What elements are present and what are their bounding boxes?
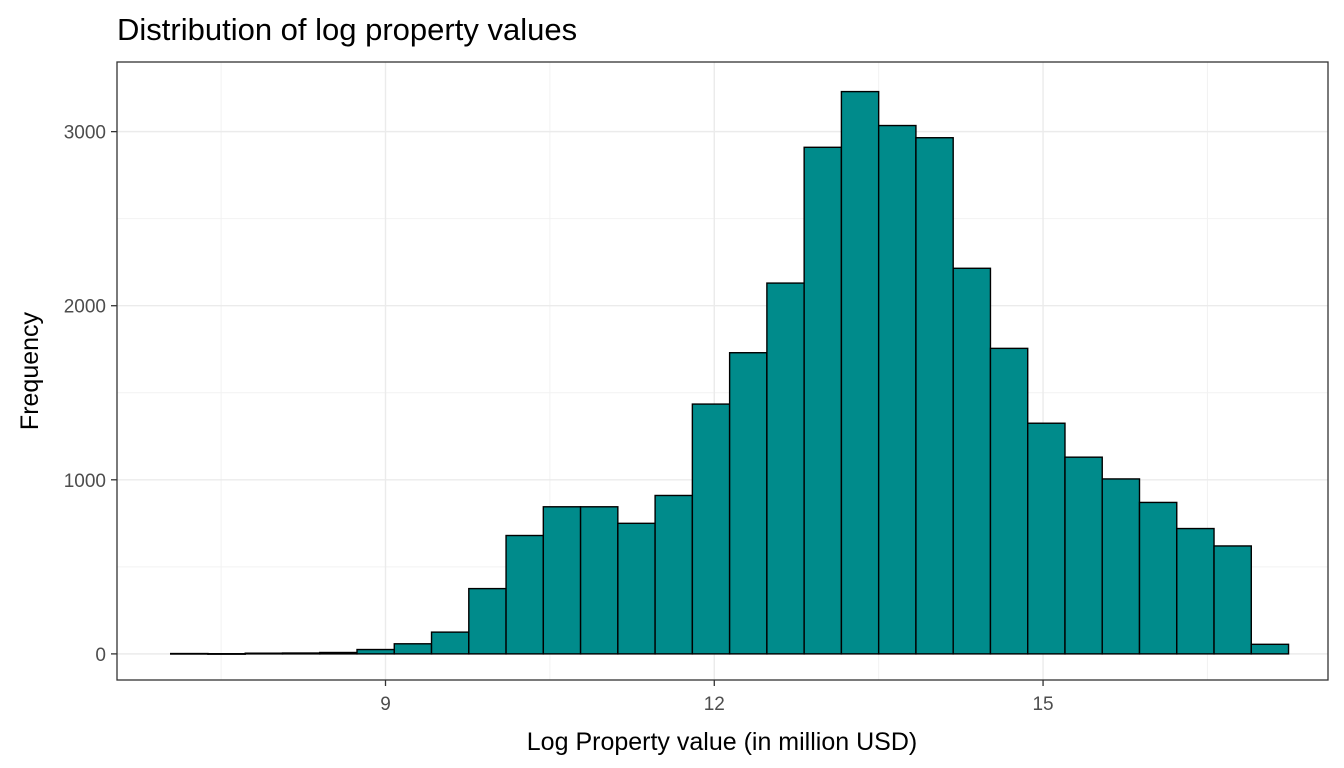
histogram-bar (1101, 478, 1141, 655)
histogram-bar (691, 403, 731, 655)
histogram-bar (170, 652, 209, 655)
x-tick-label: 9 (380, 694, 391, 715)
histogram-bar (877, 124, 917, 655)
x-axis-title: Log Property value (in million USD) (527, 728, 917, 756)
x-tick-label: 15 (1032, 694, 1053, 715)
histogram-bar (1138, 501, 1178, 655)
histogram-bar (840, 90, 880, 655)
histogram-bar (319, 651, 358, 655)
histogram-bar (1213, 545, 1252, 655)
histogram-bar (393, 643, 433, 655)
histogram-bar (803, 146, 843, 655)
x-tick-label: 12 (704, 694, 725, 715)
histogram-bar (989, 347, 1029, 655)
histogram-bar (1027, 422, 1066, 655)
y-axis-title: Frequency (16, 311, 44, 430)
y-tick-label: 1000 (64, 471, 106, 492)
histogram-bar (952, 267, 992, 655)
histogram-bar (915, 137, 954, 655)
y-tick-label: 3000 (64, 123, 106, 144)
y-tick-label: 0 (95, 645, 106, 666)
histogram-bar (1064, 456, 1103, 655)
plot-border (116, 61, 1329, 681)
histogram-bar (244, 652, 284, 655)
histogram-bar (617, 522, 656, 655)
histogram-bar (766, 282, 805, 655)
histogram-bar (430, 631, 470, 655)
histogram-bar (207, 653, 246, 655)
histogram-bar (654, 494, 694, 655)
histogram-bar (728, 352, 768, 655)
histogram-bars (170, 90, 1290, 655)
x-axis: 9 12 15 (380, 680, 1054, 715)
chart-title: Distribution of log property values (117, 12, 577, 47)
histogram-bar (542, 506, 582, 655)
histogram-bar (1250, 643, 1290, 655)
histogram-bar (281, 652, 321, 655)
y-axis: 0 1000 2000 3000 (64, 123, 117, 666)
histogram-bar (505, 534, 545, 655)
histogram-bar (468, 587, 507, 655)
histogram-bar (356, 648, 395, 655)
histogram-bar (1176, 527, 1215, 655)
histogram-bar (579, 506, 619, 655)
y-tick-label: 2000 (64, 297, 106, 318)
